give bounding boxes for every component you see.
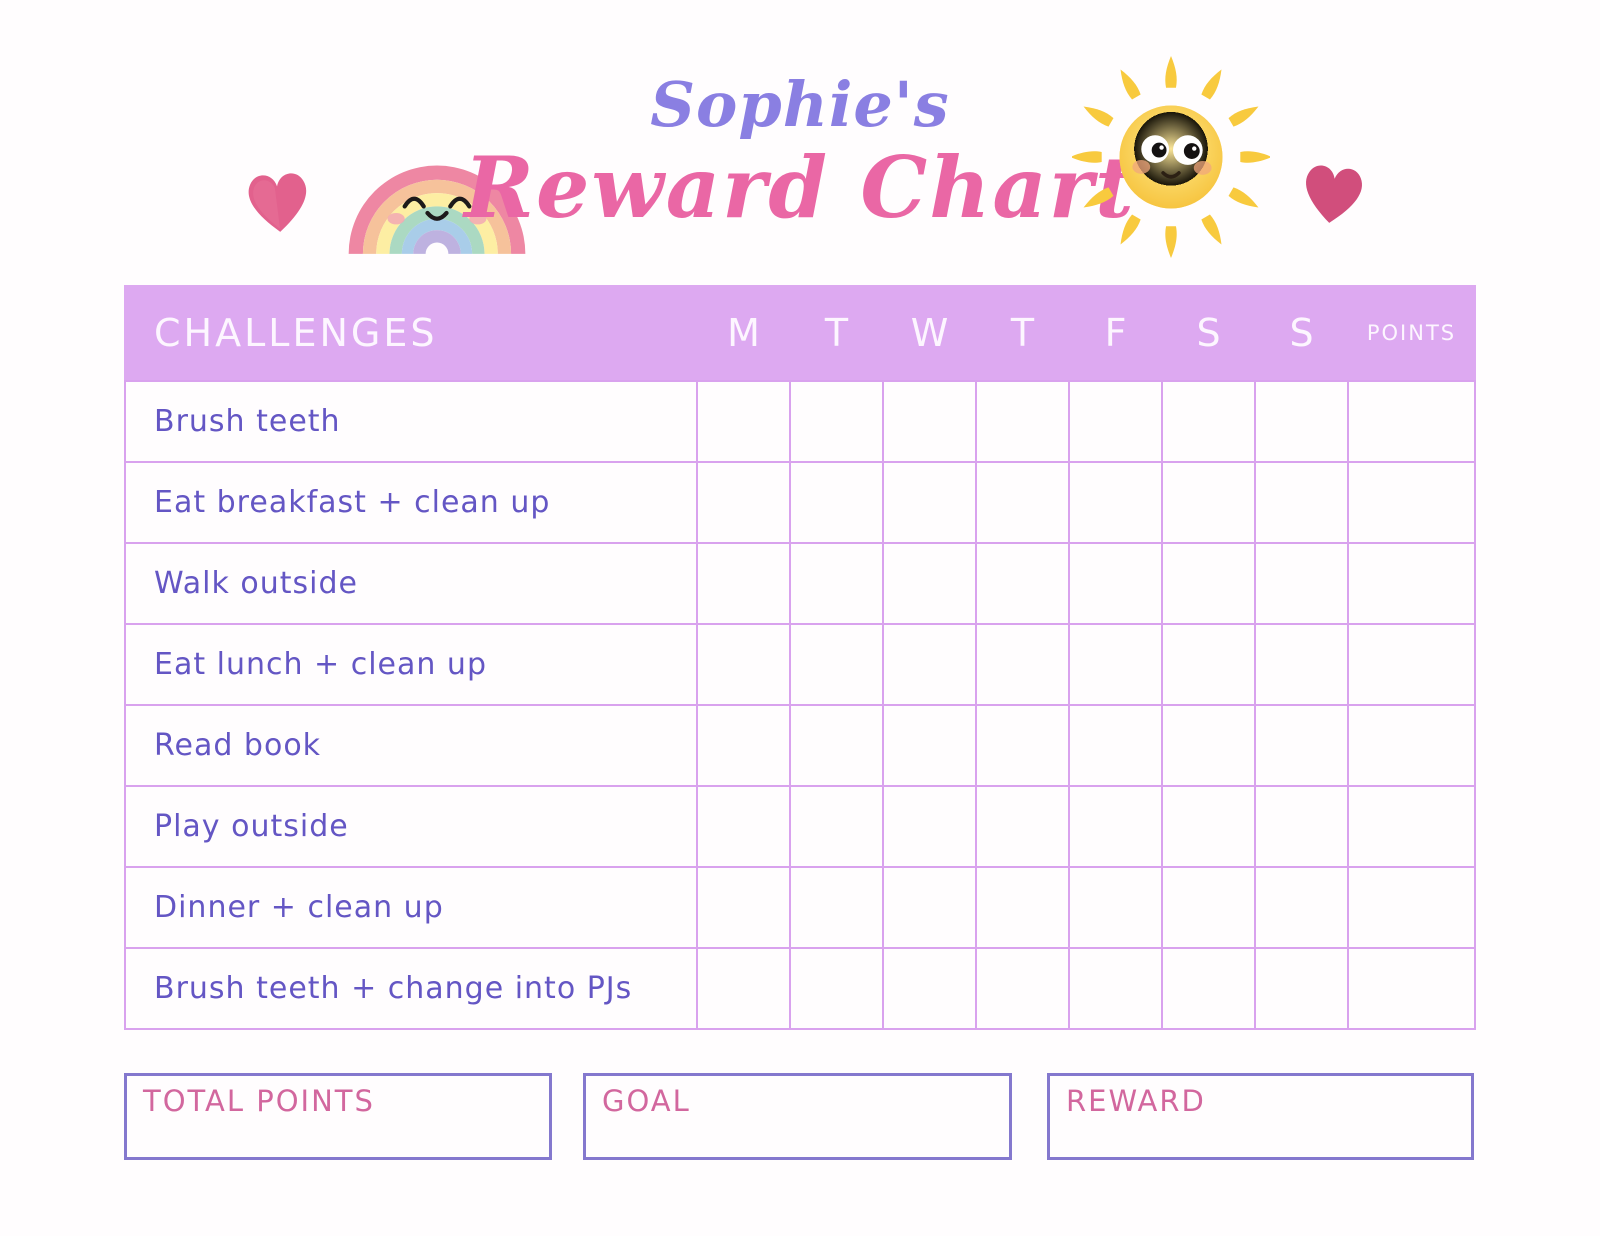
points-cell[interactable]: [1349, 949, 1474, 1028]
day-cell[interactable]: [884, 382, 975, 461]
day-cell[interactable]: [1070, 868, 1161, 947]
day-cell[interactable]: [884, 868, 975, 947]
reward-label: REWARD: [1066, 1084, 1206, 1118]
day-cell[interactable]: [1163, 868, 1254, 947]
day-cell[interactable]: [977, 949, 1068, 1028]
day-cell[interactable]: [1070, 706, 1161, 785]
points-cell[interactable]: [1349, 706, 1474, 785]
day-cell[interactable]: [884, 949, 975, 1028]
day-cell[interactable]: [1256, 463, 1347, 542]
day-cell[interactable]: [884, 463, 975, 542]
day-cell[interactable]: [1256, 625, 1347, 704]
rainbow-icon: [348, 165, 526, 254]
task-label: Play outside: [126, 787, 696, 866]
day-cell[interactable]: [791, 382, 882, 461]
task-label: Brush teeth: [126, 382, 696, 461]
day-cell[interactable]: [1070, 382, 1161, 461]
points-header: POINTS: [1366, 320, 1457, 345]
reward-table: Brush teeth Eat breakfast + clean up Wal…: [124, 380, 1476, 1030]
heart-icon: [248, 173, 307, 232]
day-header-saturday: S: [1196, 310, 1221, 355]
day-cell[interactable]: [1256, 382, 1347, 461]
day-cell[interactable]: [1070, 463, 1161, 542]
day-cell[interactable]: [977, 787, 1068, 866]
day-cell[interactable]: [884, 787, 975, 866]
day-cell[interactable]: [698, 787, 789, 866]
day-cell[interactable]: [1163, 949, 1254, 1028]
day-cell[interactable]: [698, 463, 789, 542]
day-cell[interactable]: [977, 544, 1068, 623]
day-cell[interactable]: [1163, 463, 1254, 542]
day-cell[interactable]: [1070, 787, 1161, 866]
day-cell[interactable]: [791, 544, 882, 623]
day-cell[interactable]: [1163, 625, 1254, 704]
day-cell[interactable]: [791, 706, 882, 785]
day-cell[interactable]: [1256, 868, 1347, 947]
goal-label: GOAL: [602, 1084, 691, 1118]
task-label: Eat lunch + clean up: [126, 625, 696, 704]
sun-icon: [1072, 56, 1270, 258]
day-cell[interactable]: [1163, 544, 1254, 623]
day-header-sunday: S: [1289, 310, 1314, 355]
day-cell[interactable]: [791, 625, 882, 704]
points-cell[interactable]: [1349, 625, 1474, 704]
points-cell[interactable]: [1349, 382, 1474, 461]
day-header-friday: F: [1104, 310, 1127, 355]
day-cell[interactable]: [698, 544, 789, 623]
table-header: CHALLENGES M T W T F S S POINTS: [124, 285, 1476, 380]
day-cell[interactable]: [977, 706, 1068, 785]
goal-box[interactable]: GOAL: [583, 1073, 1012, 1160]
day-header-thursday: T: [1010, 310, 1035, 355]
day-cell[interactable]: [698, 949, 789, 1028]
child-name-title: Sophie's: [650, 68, 950, 141]
day-cell[interactable]: [1256, 949, 1347, 1028]
day-cell[interactable]: [791, 787, 882, 866]
day-cell[interactable]: [791, 949, 882, 1028]
day-cell[interactable]: [977, 463, 1068, 542]
day-cell[interactable]: [698, 706, 789, 785]
task-label: Read book: [126, 706, 696, 785]
reward-box[interactable]: REWARD: [1047, 1073, 1474, 1160]
day-cell[interactable]: [884, 544, 975, 623]
day-header-monday: M: [727, 310, 760, 355]
day-cell[interactable]: [1070, 949, 1161, 1028]
task-label: Walk outside: [126, 544, 696, 623]
total-points-box[interactable]: TOTAL POINTS: [124, 1073, 552, 1160]
points-cell[interactable]: [1349, 544, 1474, 623]
day-cell[interactable]: [977, 382, 1068, 461]
day-cell[interactable]: [1256, 706, 1347, 785]
day-header-wednesday: W: [910, 310, 949, 355]
day-cell[interactable]: [977, 625, 1068, 704]
day-cell[interactable]: [1256, 544, 1347, 623]
day-cell[interactable]: [977, 868, 1068, 947]
heart-icon: [1306, 165, 1362, 223]
task-label: Dinner + clean up: [126, 868, 696, 947]
total-points-label: TOTAL POINTS: [143, 1084, 375, 1118]
challenges-header: CHALLENGES: [154, 310, 438, 355]
day-cell[interactable]: [1163, 787, 1254, 866]
points-cell[interactable]: [1349, 868, 1474, 947]
day-cell[interactable]: [1163, 382, 1254, 461]
day-cell[interactable]: [1163, 706, 1254, 785]
points-cell[interactable]: [1349, 787, 1474, 866]
task-label: Brush teeth + change into PJs: [126, 949, 696, 1028]
day-cell[interactable]: [698, 625, 789, 704]
day-cell[interactable]: [884, 706, 975, 785]
day-cell[interactable]: [791, 868, 882, 947]
day-cell[interactable]: [1070, 544, 1161, 623]
day-header-tuesday: T: [824, 310, 849, 355]
day-cell[interactable]: [884, 625, 975, 704]
day-cell[interactable]: [791, 463, 882, 542]
day-cell[interactable]: [698, 868, 789, 947]
day-cell[interactable]: [1070, 625, 1161, 704]
day-cell[interactable]: [1256, 787, 1347, 866]
points-cell[interactable]: [1349, 463, 1474, 542]
day-cell[interactable]: [698, 382, 789, 461]
task-label: Eat breakfast + clean up: [126, 463, 696, 542]
